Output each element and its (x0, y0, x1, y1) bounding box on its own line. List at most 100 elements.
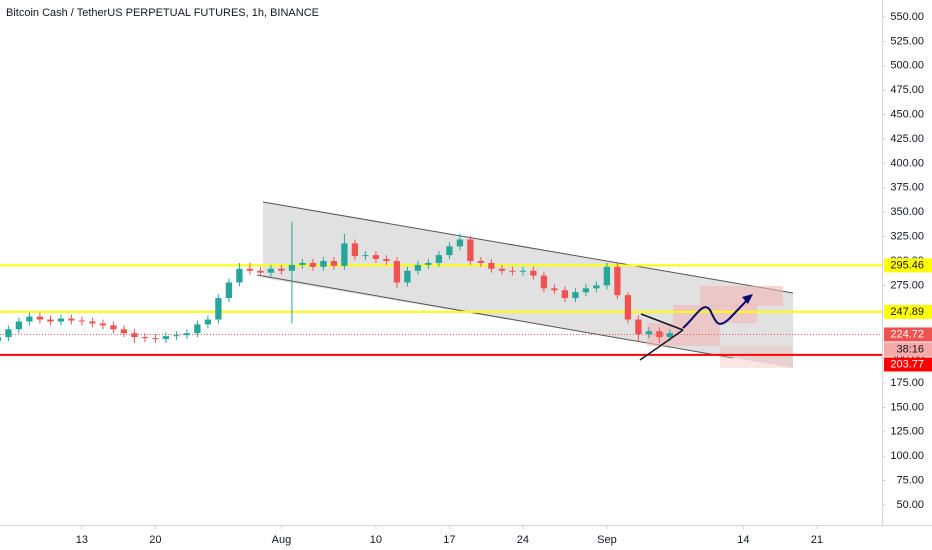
candle-body (404, 270, 411, 283)
candle-body (236, 268, 243, 283)
candle-body (120, 329, 128, 334)
candle-body (299, 262, 306, 265)
x-tick-label: 21 (811, 534, 823, 546)
candle-body (225, 282, 233, 299)
candle-body (173, 335, 180, 337)
candle-body (110, 325, 117, 330)
candle-body (593, 285, 600, 289)
candle-body (530, 270, 537, 276)
candle-body (393, 260, 401, 283)
candle-body (141, 337, 149, 339)
candle-body (320, 260, 327, 267)
candle-body (446, 246, 453, 256)
candle-body (603, 266, 611, 286)
y-tick-label: 75.00 (896, 474, 924, 486)
y-tick-label: 350.00 (890, 206, 924, 218)
candle-body (572, 292, 579, 299)
candle-body (131, 333, 138, 338)
candles (0, 221, 674, 343)
candle-body (477, 260, 485, 263)
candle-body (635, 319, 642, 335)
candle-body (152, 338, 159, 340)
y-tick-label: 375.00 (890, 182, 924, 194)
candle-body (362, 255, 369, 257)
y-tick-label: 425.00 (890, 133, 924, 145)
x-tick-label: 24 (517, 534, 529, 546)
candle-body (330, 260, 338, 266)
candle-body (414, 264, 422, 271)
candle-body (425, 262, 432, 265)
x-tick-label: 14 (737, 534, 749, 546)
candle-body (183, 333, 191, 336)
candle-body (5, 329, 12, 338)
y-tick-label: 525.00 (890, 35, 924, 47)
candle-body (0, 337, 2, 342)
y-tick-label: 100.00 (890, 450, 924, 462)
x-tick-label: Aug (272, 534, 292, 546)
x-tick-label: 13 (76, 534, 88, 546)
candle-body (498, 268, 506, 271)
candle-body (656, 331, 663, 338)
candle-body (582, 288, 590, 293)
candle-body (288, 264, 296, 271)
candle-body (267, 268, 275, 273)
candle-body (519, 270, 527, 272)
countdown: 38:16 (896, 343, 924, 355)
candle-body (68, 318, 75, 321)
countdown-box (884, 342, 932, 357)
price-label-box (884, 258, 932, 273)
y-tick-label: 550.00 (890, 11, 924, 23)
y-tick-label: 50.00 (896, 499, 924, 511)
y-tick-label: 150.00 (890, 401, 924, 413)
candle-body (204, 319, 212, 325)
candle-body (624, 295, 632, 320)
candle-body (488, 262, 495, 269)
price-label-box (884, 357, 932, 372)
y-tick-label: 325.00 (890, 230, 924, 242)
triangle-line (640, 313, 684, 331)
candle-body (645, 331, 653, 335)
candle-body (89, 321, 96, 324)
y-tick-label: 475.00 (890, 84, 924, 96)
candle-body (666, 333, 674, 338)
price-label: 295.46 (890, 259, 924, 271)
x-tick-label: 17 (443, 534, 455, 546)
candle-body (435, 255, 443, 263)
candle-body (351, 243, 359, 257)
channel-top (262, 201, 794, 294)
candle-body (194, 324, 201, 334)
candle-body (614, 266, 621, 296)
drawings (256, 201, 794, 368)
candle-body (551, 288, 558, 291)
candle-body (15, 321, 23, 330)
candle-body (246, 268, 254, 271)
arrow-head (742, 294, 753, 304)
candle-body (309, 262, 317, 267)
candle-body (509, 270, 516, 272)
target-box (673, 305, 757, 323)
y-tick-label: 400.00 (890, 157, 924, 169)
price-label-box (884, 327, 932, 342)
y-tick-label: 450.00 (890, 108, 924, 120)
triangle-line (639, 329, 684, 361)
target-box (700, 286, 783, 306)
candle-body (162, 336, 170, 340)
target-box (720, 346, 793, 368)
target-box (647, 323, 720, 346)
price-label: 224.72 (890, 328, 924, 340)
candle-body (278, 268, 285, 271)
y-tick-label: 125.00 (890, 426, 924, 438)
candle-body (540, 275, 548, 289)
candle-body (467, 239, 474, 261)
price-label: 247.89 (890, 306, 924, 318)
candle-body (47, 319, 54, 322)
x-tick-label: 10 (370, 534, 382, 546)
x-tick-label: 20 (149, 534, 161, 546)
candle-body (57, 318, 65, 322)
candle-body (36, 316, 44, 320)
projection-arrow (682, 296, 751, 329)
candle-body (257, 270, 264, 273)
candle-body (561, 290, 569, 299)
price-label-box (884, 304, 932, 319)
